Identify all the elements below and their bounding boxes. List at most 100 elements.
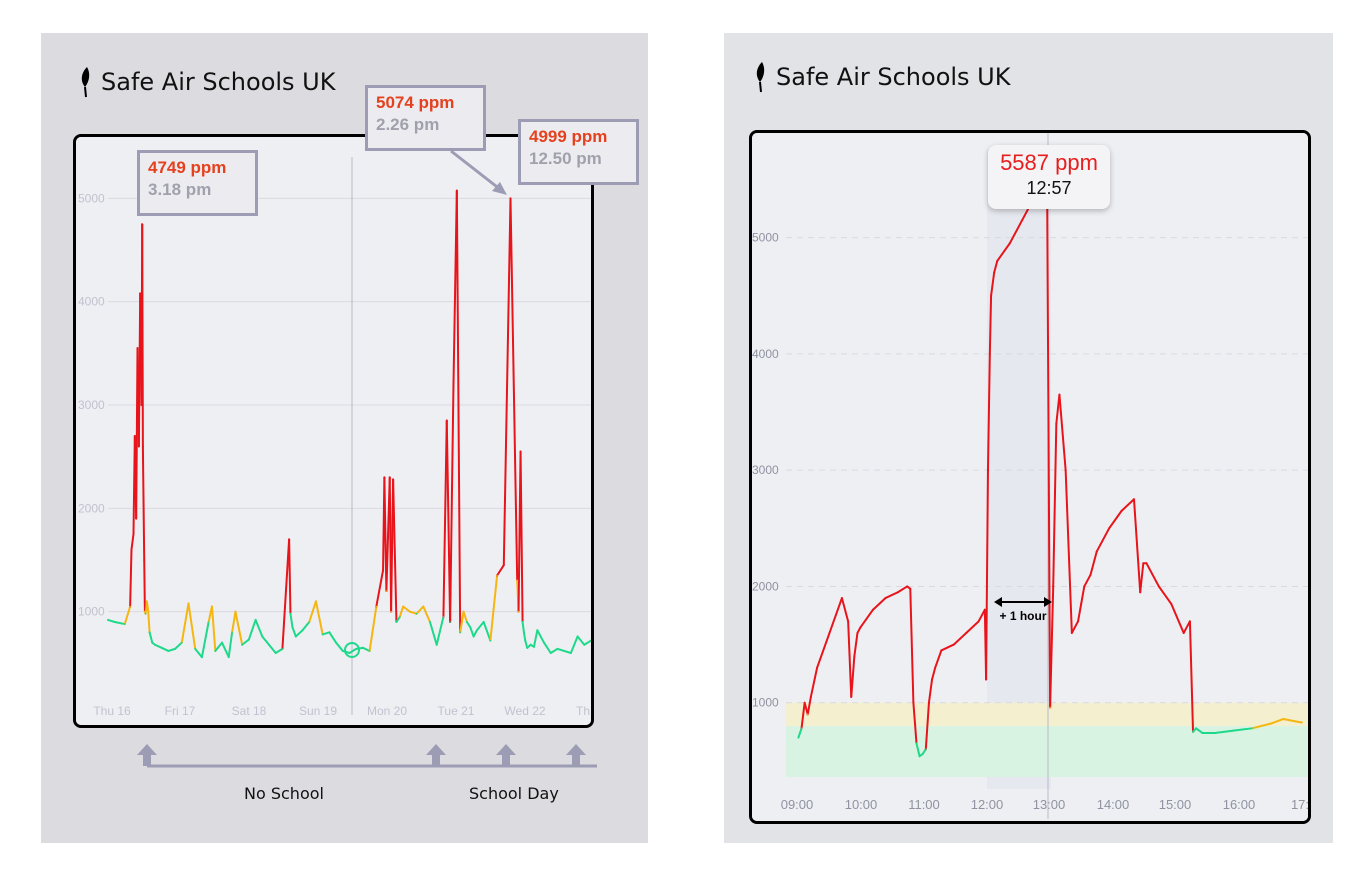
data-point xyxy=(952,643,955,646)
series-segment xyxy=(1095,527,1111,553)
data-point xyxy=(466,621,468,623)
series-segment xyxy=(1133,498,1142,594)
series-segment xyxy=(200,621,210,659)
data-point xyxy=(150,636,152,639)
series-segment xyxy=(113,621,126,626)
series-segment xyxy=(965,620,980,634)
data-point xyxy=(1189,620,1191,623)
callout-time: 3.18 pm xyxy=(148,180,212,199)
series-segment xyxy=(422,605,431,623)
series-segment xyxy=(462,610,468,623)
x-tick-label: Thu 16 xyxy=(93,704,131,718)
series-segment xyxy=(130,533,135,551)
series-segment xyxy=(368,605,378,652)
series-segment xyxy=(187,602,197,650)
data-point xyxy=(135,517,137,520)
series-segment xyxy=(459,610,465,634)
series-segment xyxy=(806,695,812,716)
data-point xyxy=(146,600,148,603)
y-tick-label: 5000 xyxy=(752,231,779,245)
series-segment xyxy=(214,641,224,652)
data-point xyxy=(940,649,943,652)
series-segment xyxy=(536,629,546,644)
data-point xyxy=(123,623,126,625)
peak-tooltip: 5587 ppm 12:57 xyxy=(988,145,1110,209)
data-point xyxy=(536,629,539,632)
series-segment xyxy=(268,643,277,654)
data-point xyxy=(1055,422,1058,425)
series-segment xyxy=(455,189,462,634)
data-point xyxy=(1021,219,1023,222)
weekly-co2-panel: Safe Air Schools UK 1000 2000 3000 4000 5000… xyxy=(41,33,648,843)
series-segment xyxy=(1269,718,1285,725)
data-point xyxy=(362,647,364,649)
data-point xyxy=(194,648,197,650)
data-point xyxy=(897,591,899,594)
data-point xyxy=(1139,591,1142,594)
data-point xyxy=(113,621,116,623)
series-segment xyxy=(556,647,566,652)
data-point xyxy=(526,647,529,649)
data-point xyxy=(143,559,146,561)
data-point xyxy=(274,652,277,654)
series-segment xyxy=(221,641,230,659)
data-point xyxy=(1269,722,1272,725)
series-segment xyxy=(524,639,529,649)
data-point xyxy=(392,478,394,481)
series-segment xyxy=(449,383,455,623)
series-segment xyxy=(532,629,539,648)
series-segment xyxy=(475,621,485,632)
data-point xyxy=(234,610,237,613)
data-point xyxy=(797,736,800,739)
series-segment xyxy=(1008,219,1024,245)
data-point xyxy=(906,585,908,588)
data-point xyxy=(422,605,425,608)
series-segment xyxy=(1170,602,1185,634)
data-point xyxy=(1083,585,1086,588)
peak-callout-wednesday: 4999 ppm 12.50 pm xyxy=(518,119,639,185)
data-point xyxy=(174,648,176,650)
series-segment xyxy=(361,646,371,652)
series-segment xyxy=(569,635,579,654)
brand-name: Safe Air Schools UK xyxy=(776,63,1011,91)
series-segment xyxy=(1120,498,1135,512)
series-segment xyxy=(445,419,452,623)
x-tick-label: 17: xyxy=(1291,797,1309,812)
weekly-co2-chart: 1000 2000 3000 4000 5000 Thu 16 Fri 17 Sat 18 Su… xyxy=(76,137,591,725)
data-point xyxy=(429,621,431,623)
data-point xyxy=(281,648,284,650)
series-segment xyxy=(856,626,862,634)
data-point xyxy=(315,600,317,603)
data-point xyxy=(211,605,213,608)
x-tick-label: 12:00 xyxy=(971,797,1004,812)
data-point xyxy=(984,608,986,611)
data-point xyxy=(1182,632,1185,634)
x-tick-label: Fri 17 xyxy=(165,704,196,718)
data-point xyxy=(965,632,968,634)
series-segment xyxy=(519,450,524,623)
series-segment xyxy=(496,564,505,577)
series-segment xyxy=(415,605,425,615)
data-point xyxy=(521,621,524,623)
data-point xyxy=(399,616,401,618)
series-segment xyxy=(147,610,151,634)
data-point xyxy=(828,632,831,634)
series-segment xyxy=(301,621,311,632)
series-segment xyxy=(291,626,297,638)
series-segment xyxy=(294,629,304,638)
data-point xyxy=(496,574,498,577)
data-point xyxy=(449,621,451,623)
data-point xyxy=(341,650,344,652)
data-point xyxy=(1192,730,1194,733)
data-point xyxy=(563,650,565,652)
callout-value: 4999 ppm xyxy=(529,127,608,146)
data-point xyxy=(295,635,297,638)
series-segment xyxy=(489,574,499,642)
series-segment xyxy=(274,647,284,654)
y-tick-label: 1000 xyxy=(78,605,105,619)
data-point xyxy=(517,610,520,613)
series-segment xyxy=(348,647,358,654)
data-point xyxy=(395,621,398,623)
y-tick-label: 1000 xyxy=(752,696,779,710)
callout-time: 12.50 pm xyxy=(529,149,602,168)
